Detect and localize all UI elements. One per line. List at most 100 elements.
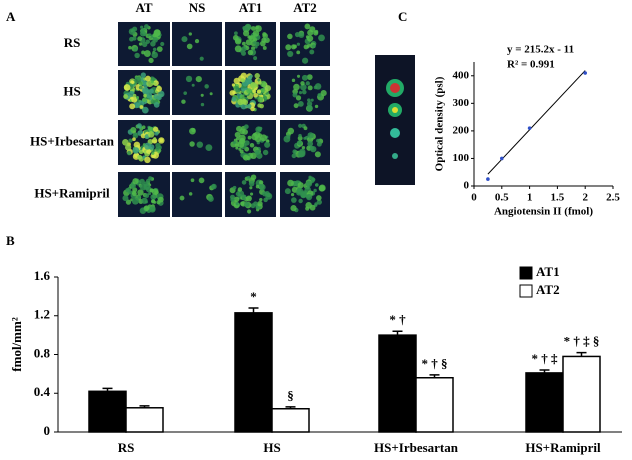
signal-spot [126,150,132,156]
signal-spot [254,135,262,143]
signal-spot [249,186,253,190]
panel-label: B [6,233,15,248]
y-tick-label: 200 [453,124,470,136]
autoradiograph-cell [172,22,222,66]
signal-spot [235,86,239,90]
signal-spot [136,123,142,129]
legend-label: AT1 [536,264,560,279]
signal-spot [291,197,297,203]
signal-spot [143,50,151,58]
signal-spot [140,72,146,78]
signal-spot [235,191,241,197]
signal-spot [247,49,254,56]
signal-spot [301,74,308,81]
signal-spot [137,189,144,196]
signal-spot [301,57,309,64]
signal-spot [298,123,303,128]
signal-spot [154,190,159,195]
signal-spot [234,31,238,36]
signal-spot [131,96,138,103]
signal-spot [234,45,242,53]
gel-spot [390,128,400,138]
signal-spot [132,147,140,154]
signal-spot [243,124,249,130]
bar [562,355,601,433]
signal-spot [209,92,213,96]
y-tick-label: 300 [453,97,470,109]
signal-spot [258,183,264,189]
signal-spot [155,146,160,151]
error-bar [285,406,296,409]
y-tick-label: 0.8 [34,345,51,360]
signal-spot [196,141,204,148]
signal-spot [242,99,249,105]
signal-spot [179,195,185,201]
signal-spot [239,94,245,100]
signal-spot [308,175,312,179]
signal-spot [156,46,163,53]
y-tick-label: 400 [453,69,470,81]
y-tick-label: 0 [44,423,51,438]
signal-spot [132,137,136,142]
autoradiograph-cell [172,120,222,165]
signal-spot [309,49,315,55]
signal-spot [189,141,195,147]
signal-spot [261,37,267,43]
signal-spot [181,99,186,104]
signal-spot [128,138,133,143]
signal-spot [249,74,253,78]
signal-spot [300,83,307,91]
signal-spot [128,190,133,195]
signal-spot [291,153,297,159]
signal-spot [148,88,154,94]
signal-spot [211,184,216,189]
signal-spot [307,132,314,139]
row-label: HS [63,83,80,98]
signal-spot [249,192,254,196]
signal-spot [255,206,259,210]
signal-spot [143,205,150,211]
signal-spot [310,98,314,102]
autoradiograph-cell [172,172,222,217]
signal-spot [314,83,322,90]
signal-spot [246,155,251,161]
signal-spot [296,50,301,55]
signal-spot [305,180,313,187]
signal-spot [318,34,325,42]
significance-label: * † [389,312,406,327]
signal-spot [141,79,148,86]
signal-spot [153,137,157,141]
signal-spot [160,41,165,47]
row-label: RS [64,35,81,50]
signal-spot [122,195,129,202]
panel-label: A [6,9,16,24]
signal-spot [154,131,159,136]
y-tick-label: 0 [464,180,470,192]
signal-spot [141,125,146,130]
signal-spot [139,105,144,109]
signal-spot [133,47,138,52]
signal-spot [151,51,159,59]
signal-spot [253,41,257,45]
signal-spot [140,25,144,29]
column-label: AT2 [293,0,317,15]
signal-spot [287,179,294,187]
signal-spot [142,97,147,103]
signal-spot [291,78,296,83]
signal-spot [306,45,310,49]
signal-spot [241,41,246,46]
signal-spot [257,200,263,207]
signal-spot [152,33,157,38]
signal-spot [260,88,266,93]
signal-spot [260,80,267,88]
signal-spot [241,46,247,52]
signal-spot [150,194,157,201]
gel-spot [392,107,398,113]
signal-spot [298,133,302,138]
signal-spot [146,92,153,99]
signal-spot [290,205,297,212]
signal-spot [306,104,313,112]
signal-spot [140,133,146,139]
legend-swatch [519,266,533,280]
